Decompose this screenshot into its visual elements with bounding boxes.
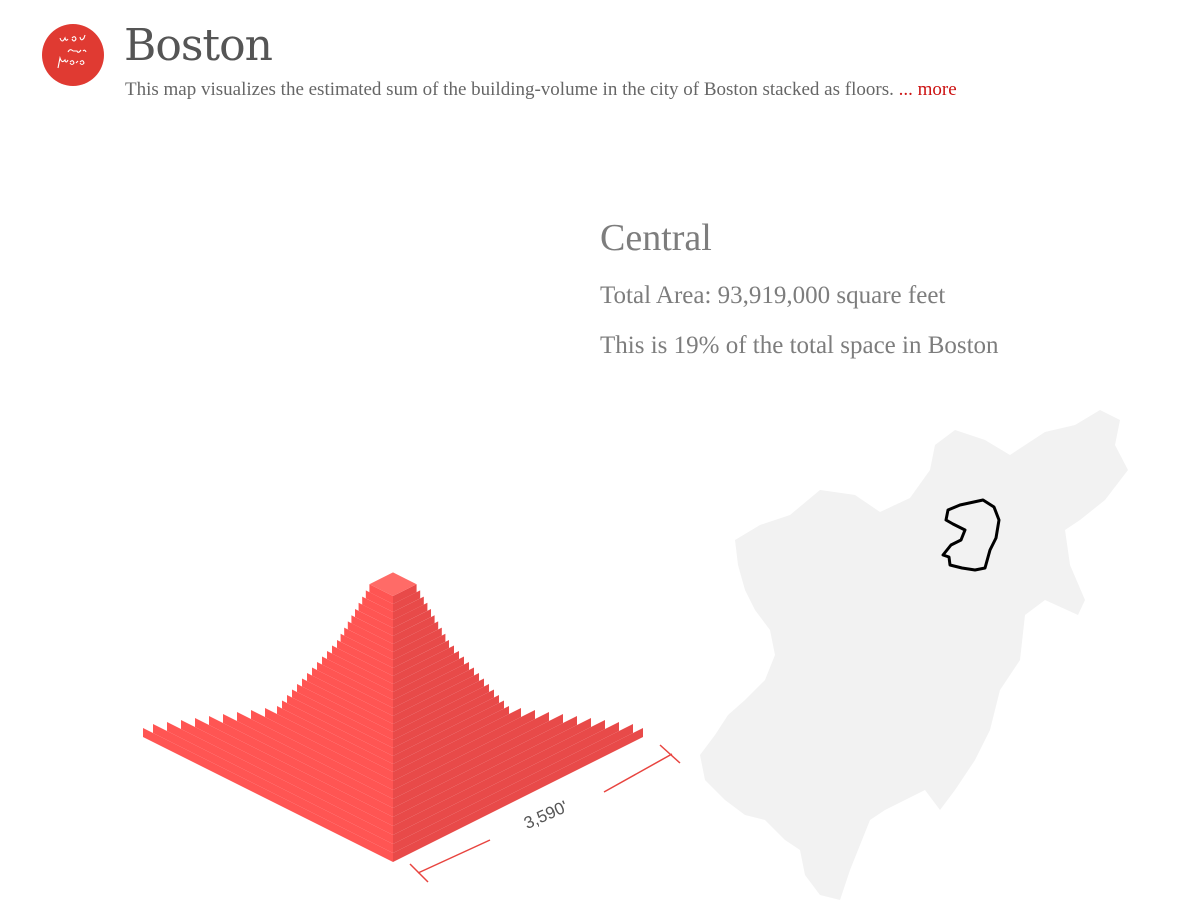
floor-left-face [195,718,393,826]
floor-right-face [393,684,489,740]
floor-top-face [369,572,417,596]
floor-right-face [393,724,633,853]
floor-right-face [393,656,464,700]
floor-right-face [393,651,459,692]
floor-right-face [393,718,591,826]
floor-right-face [393,596,424,620]
floor-right-face [393,621,439,652]
floor-right-face [393,633,446,668]
share-of-total-text: This is 19% of the total space in Boston [600,332,999,359]
floor-right-face [393,695,499,756]
intro-text: This map visualizes the estimated sum of… [125,79,957,101]
district-outline[interactable] [941,498,1001,572]
floor-right-face [393,714,563,808]
dimension-line-lower [417,839,491,874]
floor-right-face [393,706,509,772]
floor-left-face [322,656,393,700]
total-area-text: Total Area: 93,919,000 square feet [600,282,946,309]
floor-right-face [393,590,421,612]
floor-right-face [393,710,535,790]
floor-left-face [362,596,393,620]
floor-right-face [393,673,479,724]
floor-left-face [277,706,393,772]
floor-left-face [237,712,393,799]
floor-left-face [209,716,393,817]
floor-left-face [347,621,393,652]
floor-left-face [282,700,393,764]
floor-right-face [393,716,577,817]
floor-right-face [393,640,449,676]
floor-right-face [393,708,521,781]
floor-left-face [358,602,393,628]
dimension-tick-left [409,863,429,883]
floor-left-face [337,640,393,676]
floor-right-face [393,712,549,799]
floor-left-face [312,667,393,716]
floor-left-face [340,633,393,668]
floor-right-face [393,602,428,628]
floor-left-face [317,662,393,708]
floor-right-face [393,728,643,862]
floor-right-face [393,720,605,835]
floor-left-face [181,720,393,835]
floor-left-face [153,724,393,853]
boston-neighborhoods-shape [700,410,1128,900]
floor-right-face [393,722,619,844]
floor-left-face [327,651,393,692]
floor-right-face [393,627,442,660]
floor-right-face [393,609,431,636]
floor-left-face [223,714,393,808]
floor-left-face [307,673,393,724]
floor-left-face [287,695,393,756]
stacked-floors [143,572,643,862]
floor-right-face [393,662,469,708]
city-title: Boston [124,20,273,71]
dimension-label: 3,590' [521,797,571,833]
floor-right-face [393,667,474,716]
district-name: Central [600,217,712,259]
floor-left-face [265,708,393,781]
more-link[interactable]: ... more [898,79,957,100]
floor-left-face [351,615,393,644]
floor-left-face [251,710,393,790]
you-are-here-logo[interactable] [42,24,104,86]
floor-left-face [143,728,393,862]
dimension-tick-right [659,744,681,764]
floor-left-face [332,645,393,684]
floor-right-face [393,645,454,684]
floor-left-face [355,609,393,636]
floor-left-face [167,722,393,844]
floor-right-face [393,700,504,764]
logo-script-mark [57,34,87,69]
floor-left-face [292,689,393,748]
floor-right-face [393,678,484,732]
floor-left-face [369,584,393,604]
floor-right-face [393,584,417,604]
floor-left-face [302,678,393,732]
floor-right-face [393,615,435,644]
floor-right-face [393,689,494,748]
dimension-line-upper [603,753,673,793]
floor-left-face [365,590,393,612]
intro-description: This map visualizes the estimated sum of… [125,79,894,100]
floor-left-face [344,627,393,660]
floor-left-face [297,684,393,740]
